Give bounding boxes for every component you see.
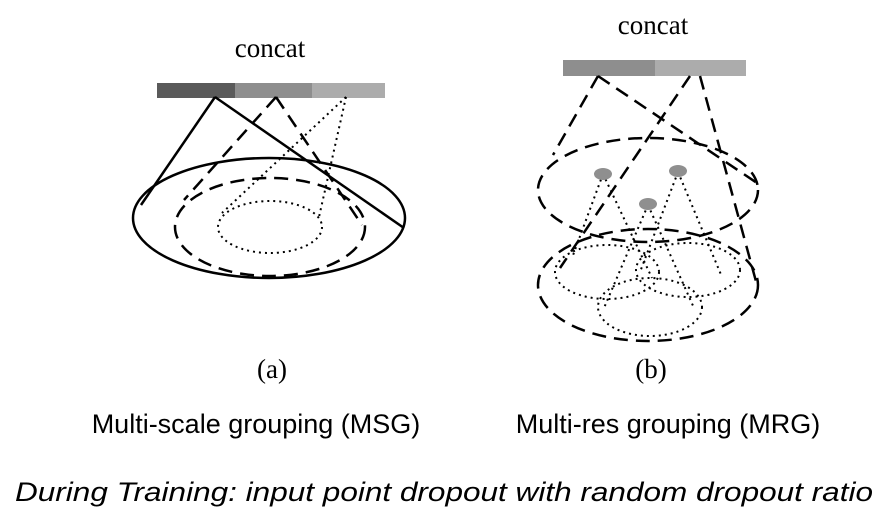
panel-b-subregion-ellipse-bottom [597, 277, 703, 337]
panel-b-subregion-ellipse-left [554, 244, 660, 300]
panel-b-point-2-line-left [639, 171, 679, 273]
training-note: During Training: input point dropout wit… [15, 477, 873, 507]
panel-b-sample-point-3 [639, 198, 657, 210]
panel-b-upper-line-1 [551, 75, 600, 156]
panel-b-upper-line-2 [597, 74, 758, 185]
panel-a-letter: (a) [257, 354, 287, 384]
panel-b-lower-line-1 [558, 75, 692, 269]
panel-a-concat-segment-1 [157, 83, 235, 98]
panel-a-concat-segment-2 [235, 83, 312, 98]
panel-a-large-scale-ellipse [131, 156, 407, 280]
panel-b-sample-point-1 [594, 168, 612, 180]
panel-a-medium-scale-ellipse [173, 176, 367, 278]
panel-b-concat-segment-2 [655, 60, 746, 76]
panel-b-concat-segment-1 [563, 60, 655, 76]
panel-a-large-scale-line-left [139, 96, 217, 206]
panel-b-subregion-ellipse-right [635, 242, 741, 298]
panel-a-medium-scale-line-right [274, 96, 364, 226]
panel-a-caption: Multi-scale grouping (MSG) [92, 409, 421, 439]
panel-a-small-scale-line-left [221, 96, 347, 214]
panel-b-sample-point-2 [669, 165, 687, 177]
panel-a-medium-scale-line-left [183, 96, 277, 201]
panel-b-point-3-line-left [603, 204, 649, 309]
panel-b-lower-line-2 [698, 75, 759, 286]
panel-b: concat (b) Multi-res grouping (MRG) [516, 10, 821, 439]
panel-a-large-scale-line-right [214, 95, 405, 230]
panel-b-point-3-line-right [647, 204, 695, 309]
panel-b-point-2-line-right [677, 171, 723, 278]
panel-a: concat (a) Multi-scale grouping (MSG) [92, 33, 421, 439]
panel-b-point-1-line-right [602, 173, 653, 279]
panel-b-lower-region-ellipse [536, 227, 760, 343]
panel-b-caption: Multi-res grouping (MRG) [516, 409, 821, 439]
panel-b-letter: (b) [635, 354, 666, 384]
panel-b-upper-region-ellipse [536, 136, 760, 244]
panel-a-concat-label: concat [235, 33, 306, 63]
panel-b-concat-label: concat [618, 10, 689, 40]
panel-a-concat-segment-3 [312, 83, 385, 98]
panel-a-small-scale-line-right [318, 96, 347, 218]
panel-a-small-scale-ellipse [217, 200, 323, 254]
